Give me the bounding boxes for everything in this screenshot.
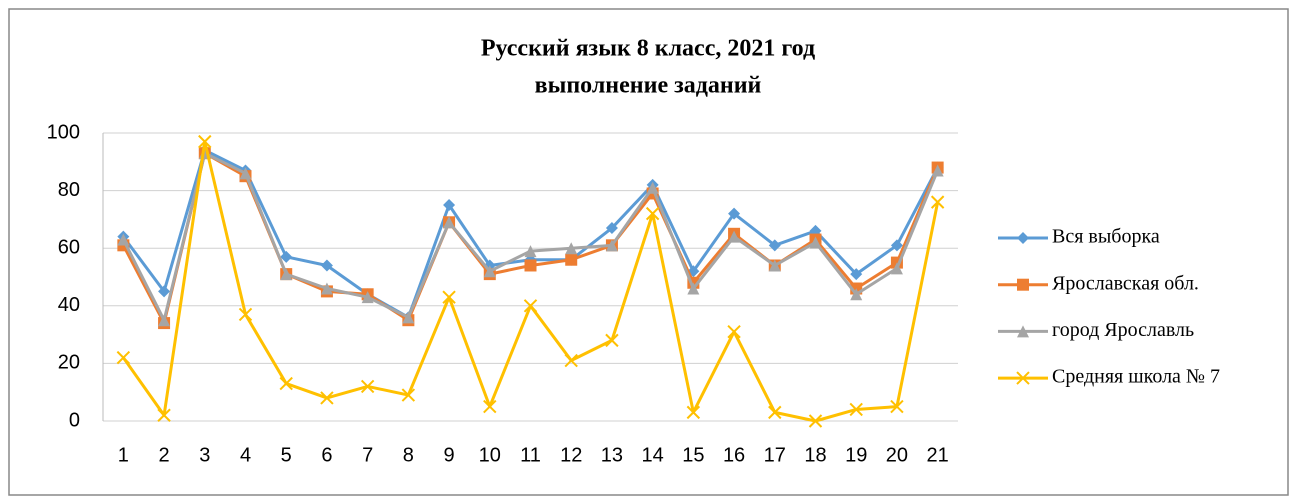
x-tick-label: 13	[601, 444, 623, 466]
marker	[768, 239, 781, 252]
marker	[727, 325, 741, 339]
y-tick-label: 0	[69, 409, 80, 431]
marker	[728, 207, 741, 220]
marker	[239, 167, 252, 180]
marker	[360, 379, 375, 394]
marker	[931, 164, 944, 177]
marker	[605, 222, 618, 235]
x-tick-label: 8	[403, 444, 414, 466]
legend-label: город Ярославль	[1052, 319, 1194, 341]
x-tick-label: 14	[642, 444, 664, 466]
marker	[809, 236, 822, 249]
legend-label: Средняя школа № 7	[1052, 366, 1220, 388]
x-tick-label: 12	[560, 444, 582, 466]
x-tick-label: 1	[118, 444, 129, 466]
marker	[198, 134, 212, 149]
legend-label: Вся выборка	[1052, 226, 1160, 248]
marker	[158, 285, 171, 298]
marker	[850, 288, 863, 301]
marker	[687, 282, 700, 295]
marker	[401, 388, 416, 402]
marker	[238, 307, 253, 322]
marker	[320, 259, 333, 272]
marker	[808, 414, 823, 428]
marker	[280, 268, 293, 281]
marker	[361, 291, 374, 304]
marker	[483, 265, 496, 278]
y-tick-label: 100	[47, 121, 80, 143]
x-tick-label: 19	[845, 444, 867, 466]
marker	[686, 405, 701, 420]
marker	[402, 311, 415, 324]
marker	[565, 253, 578, 266]
chart-subtitle: выполнение заданий	[535, 73, 762, 99]
marker	[850, 268, 863, 281]
marker	[320, 391, 334, 405]
marker	[849, 402, 863, 417]
marker	[768, 259, 781, 272]
marker	[320, 282, 333, 295]
marker	[768, 405, 782, 420]
marker	[442, 290, 456, 304]
x-tick-label: 17	[764, 444, 786, 466]
x-tick-label: 15	[682, 444, 704, 466]
chart-title: Русский язык 8 класс, 2021 год	[481, 36, 815, 62]
y-tick-label: 60	[58, 236, 80, 258]
marker	[605, 333, 619, 348]
x-tick-label: 6	[321, 444, 332, 466]
marker	[728, 230, 741, 243]
marker	[117, 233, 130, 246]
marker	[523, 299, 538, 313]
x-tick-label: 21	[927, 444, 949, 466]
legend-marker	[1016, 371, 1030, 385]
marker	[930, 195, 945, 209]
y-tick-label: 20	[58, 352, 80, 374]
marker	[524, 259, 537, 272]
marker	[646, 181, 659, 194]
marker	[443, 199, 456, 211]
marker	[157, 408, 171, 422]
x-tick-label: 3	[199, 444, 210, 466]
marker	[116, 350, 131, 365]
x-tick-label: 11	[520, 444, 541, 466]
marker	[524, 245, 537, 258]
marker	[605, 239, 618, 252]
legend-marker	[1017, 278, 1029, 291]
marker	[890, 239, 903, 252]
x-tick-label: 18	[804, 444, 826, 466]
legend-marker	[1017, 232, 1029, 244]
marker	[890, 262, 903, 275]
x-tick-label: 9	[444, 444, 455, 466]
marker	[280, 250, 293, 263]
x-tick-label: 16	[723, 444, 745, 466]
y-tick-label: 80	[58, 179, 80, 201]
marker	[645, 206, 660, 221]
x-tick-label: 10	[479, 444, 501, 466]
x-tick-label: 5	[281, 444, 292, 466]
x-tick-label: 2	[159, 444, 170, 466]
marker	[565, 242, 578, 255]
x-tick-label: 20	[886, 444, 908, 466]
marker	[890, 399, 904, 414]
legend-marker	[1017, 325, 1029, 338]
x-tick-label: 4	[240, 444, 251, 466]
chart-border	[8, 8, 1289, 496]
marker	[443, 216, 456, 229]
marker	[564, 353, 578, 368]
marker	[279, 376, 293, 391]
x-tick-label: 7	[362, 444, 373, 466]
y-tick-label: 40	[58, 294, 80, 316]
marker	[483, 399, 497, 414]
marker	[158, 314, 171, 327]
legend-label: Ярославская обл.	[1052, 272, 1199, 294]
